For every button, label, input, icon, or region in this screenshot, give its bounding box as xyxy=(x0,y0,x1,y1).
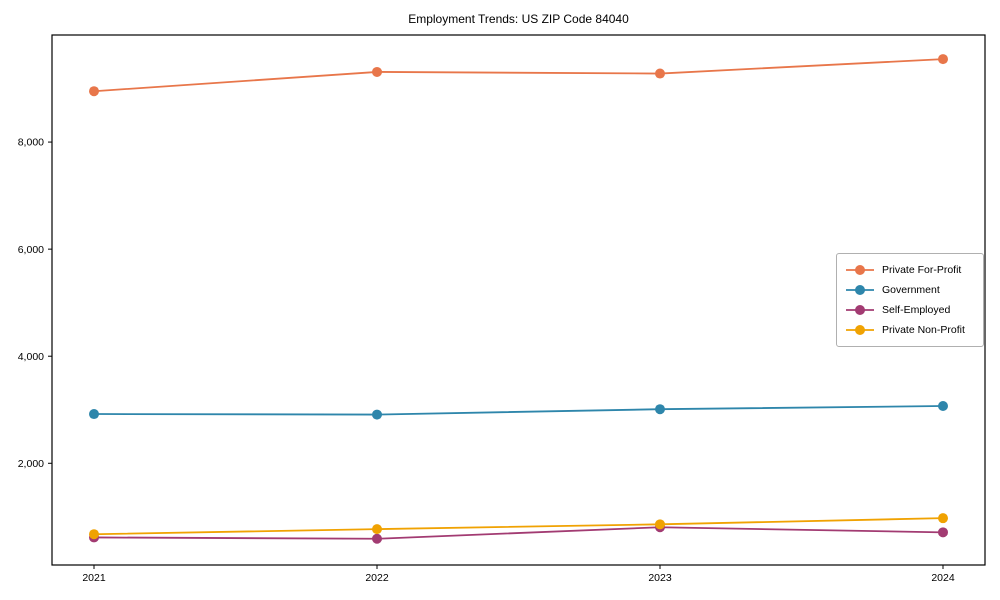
y-tick-label: 6,000 xyxy=(18,244,44,256)
legend: Private For-Profit Government Self-Employe… xyxy=(836,253,984,347)
series-line-government xyxy=(93,405,944,416)
data-point-marker xyxy=(89,529,99,540)
plot-box-spines xyxy=(51,34,986,566)
data-point-marker xyxy=(89,86,99,97)
data-point-marker xyxy=(372,524,382,535)
y-tick-label: 8,000 xyxy=(18,137,44,149)
legend-marker-icon xyxy=(846,305,874,315)
legend-item: Self-Employed xyxy=(845,300,975,320)
legend-label: Self-Employed xyxy=(882,304,951,316)
x-tick-label: 2022 xyxy=(365,572,389,584)
legend-label: Government xyxy=(882,284,940,296)
data-point-marker xyxy=(372,66,382,77)
data-point-marker xyxy=(372,533,382,544)
legend-marker-icon xyxy=(846,265,874,275)
data-point-marker xyxy=(655,68,665,79)
legend-item: Private For-Profit xyxy=(845,260,975,280)
data-point-marker xyxy=(655,404,665,415)
data-point-marker xyxy=(89,409,99,420)
data-point-marker xyxy=(938,527,948,538)
legend-label: Private Non-Profit xyxy=(882,324,965,336)
data-point-marker xyxy=(938,513,948,524)
series-line-private-for-profit xyxy=(93,58,944,93)
legend-item: Government xyxy=(845,280,975,300)
x-tick-label: 2024 xyxy=(931,572,955,584)
x-tick-label: 2023 xyxy=(648,572,672,584)
x-tick-label: 2021 xyxy=(82,572,106,584)
y-tick-label: 4,000 xyxy=(18,351,44,363)
legend-marker-icon xyxy=(846,325,874,335)
legend-marker-icon xyxy=(846,285,874,295)
series-line-self-employed xyxy=(93,526,944,540)
legend-label: Private For-Profit xyxy=(882,264,962,276)
data-point-marker xyxy=(372,409,382,420)
y-tick-label: 2,000 xyxy=(18,458,44,470)
data-point-marker xyxy=(938,54,948,65)
legend-item: Private Non-Profit xyxy=(845,320,975,340)
chart-title: Employment Trends: US ZIP Code 84040 xyxy=(408,12,629,26)
data-point-marker xyxy=(655,519,665,530)
data-point-marker xyxy=(938,401,948,411)
series-line-private-non-profit xyxy=(93,517,944,536)
